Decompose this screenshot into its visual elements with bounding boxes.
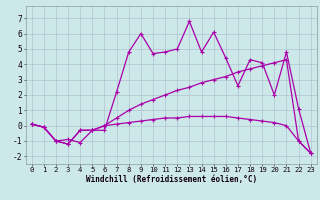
X-axis label: Windchill (Refroidissement éolien,°C): Windchill (Refroidissement éolien,°C) <box>86 175 257 184</box>
